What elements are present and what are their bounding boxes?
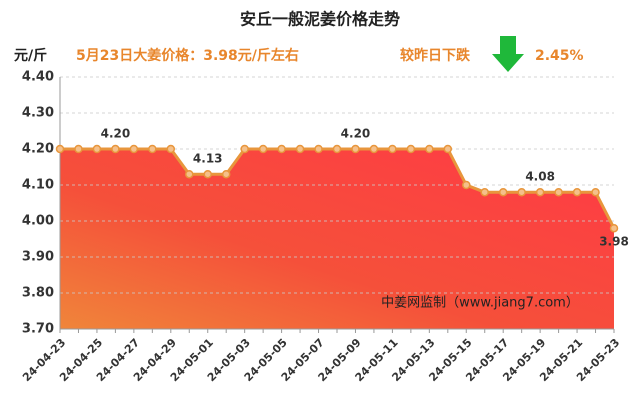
point xyxy=(221,169,231,179)
y-tick-label: 4.20 xyxy=(22,142,54,157)
point xyxy=(55,144,65,154)
point xyxy=(535,187,545,197)
chart-title: 安丘一般泥姜价格走势 xyxy=(240,10,400,29)
data-label: 4.13 xyxy=(193,152,223,166)
data-label: 4.08 xyxy=(525,170,555,184)
data-label: 3.98 xyxy=(599,235,629,249)
data-label: 4.20 xyxy=(101,127,131,141)
y-tick-label: 4.00 xyxy=(22,214,54,229)
point xyxy=(517,187,526,197)
point xyxy=(443,144,453,154)
point xyxy=(240,144,249,154)
y-tick-label: 3.90 xyxy=(22,250,54,265)
point xyxy=(295,144,305,154)
down-arrow xyxy=(492,36,524,72)
y-tick-label: 3.80 xyxy=(22,286,54,301)
y-tick-label: 4.30 xyxy=(22,106,54,121)
point xyxy=(480,187,489,197)
point xyxy=(314,144,323,154)
point xyxy=(498,187,508,197)
point xyxy=(203,169,212,179)
watermark: 中姜网监制（www.jiang7.com） xyxy=(381,296,579,311)
subtitle: 5月23日大姜价格：3.98元/斤左右 xyxy=(76,47,299,64)
point xyxy=(111,144,120,154)
point xyxy=(277,144,286,154)
y-tick-label: 4.40 xyxy=(22,70,54,85)
y-tick-label: 3.70 xyxy=(22,322,54,337)
data-label: 4.20 xyxy=(341,127,371,141)
point xyxy=(148,144,157,154)
y-tick-label: 4.10 xyxy=(22,178,54,193)
point xyxy=(572,187,582,197)
point xyxy=(92,144,102,154)
point xyxy=(591,187,600,197)
point xyxy=(332,144,342,154)
point xyxy=(462,180,471,190)
point xyxy=(609,223,619,233)
change-label: 较昨日下跌 xyxy=(400,47,471,64)
point xyxy=(406,144,416,154)
unit-label: 元/斤 xyxy=(14,47,47,64)
point xyxy=(185,169,194,179)
point xyxy=(129,144,139,154)
point xyxy=(166,144,176,154)
point xyxy=(388,144,397,154)
point xyxy=(369,144,379,154)
change-value: 2.45% xyxy=(535,48,584,64)
area xyxy=(60,149,614,329)
point xyxy=(351,144,360,154)
point xyxy=(258,144,268,154)
point xyxy=(425,144,434,154)
point xyxy=(74,144,83,154)
point xyxy=(554,187,563,197)
